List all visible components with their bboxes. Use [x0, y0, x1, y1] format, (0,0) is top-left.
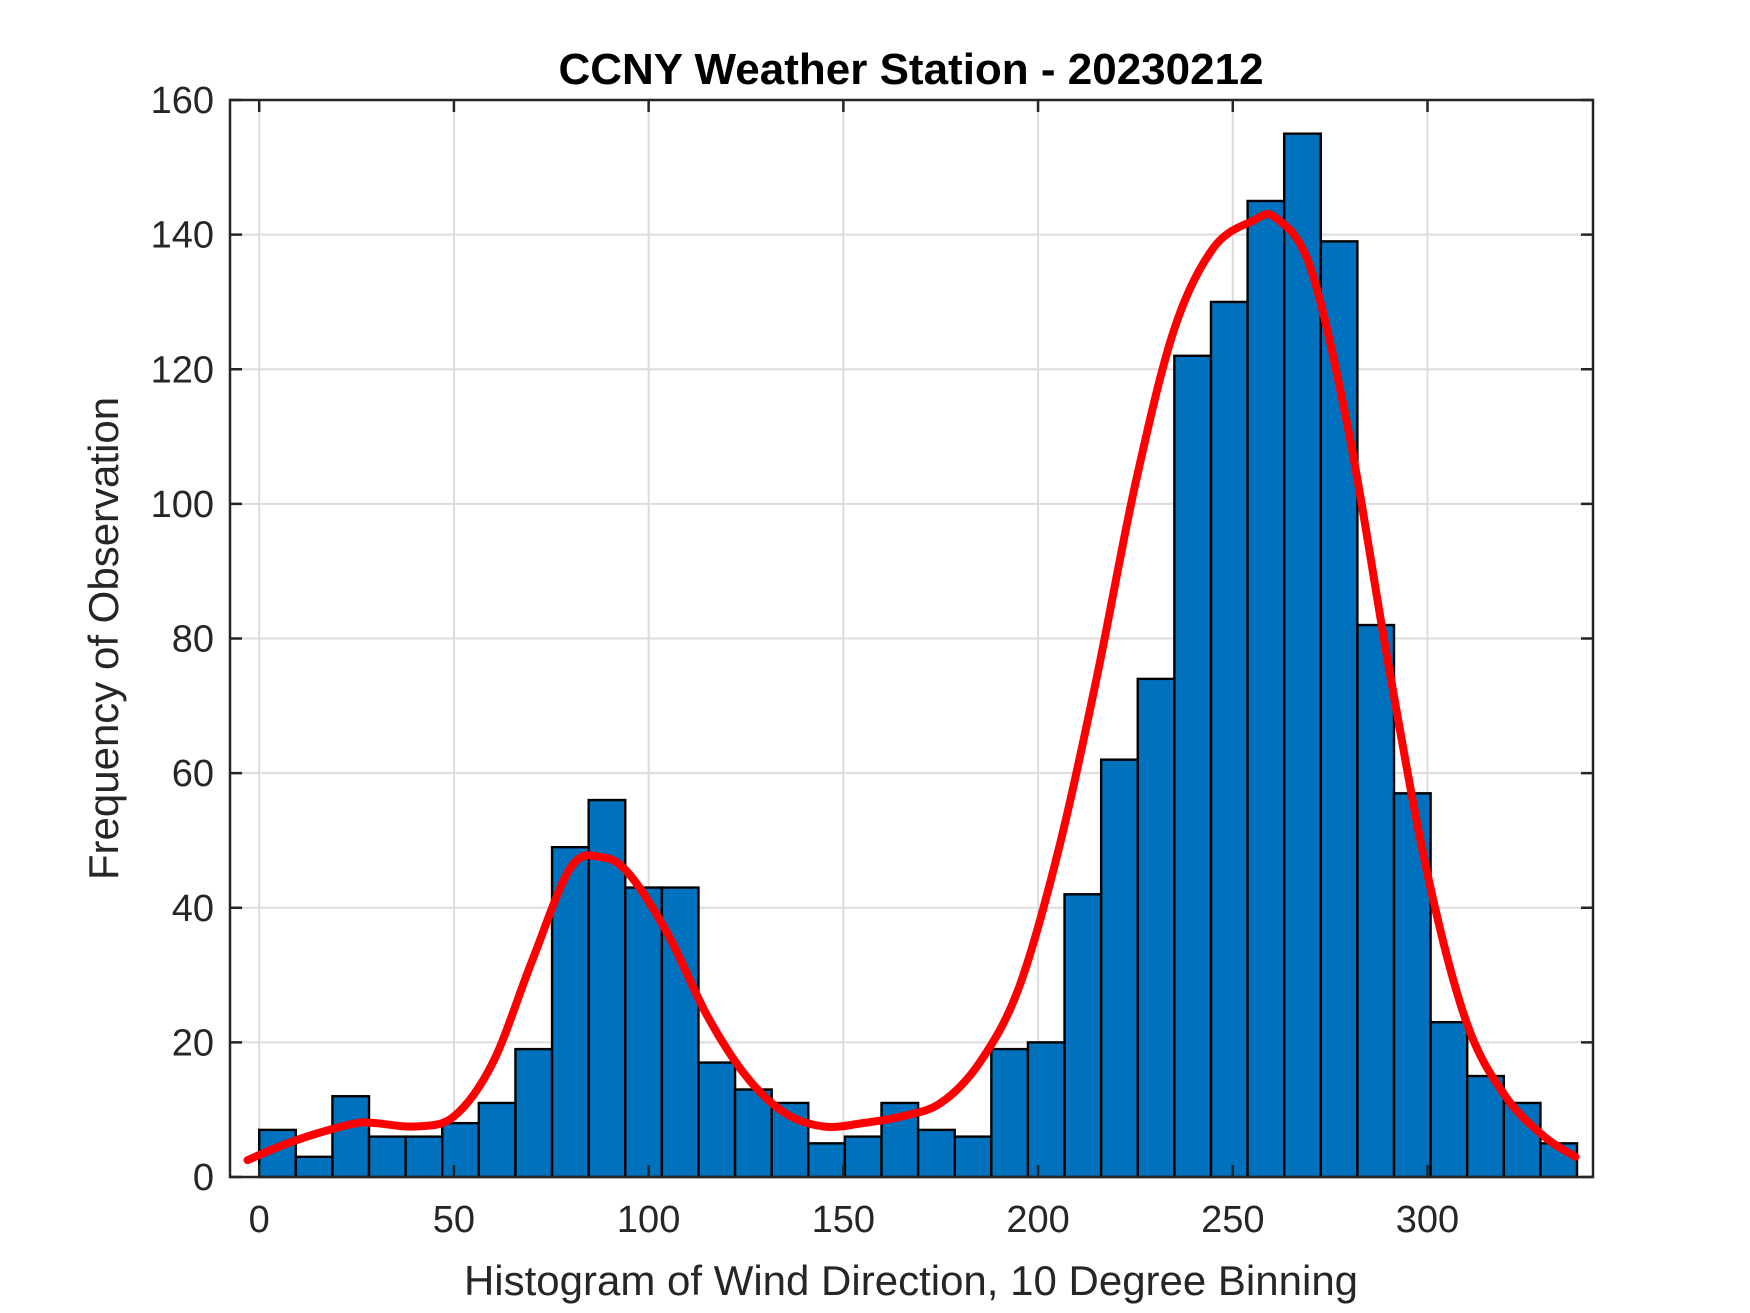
histogram-bar — [1173, 354, 1213, 1179]
fit-curve-group — [243, 210, 1580, 1165]
histogram-bar — [990, 1047, 1030, 1179]
histogram-bar — [807, 1142, 847, 1179]
x-tick-label: 0 — [249, 1199, 270, 1241]
y-tick-label: 40 — [172, 888, 214, 930]
histogram-bar — [367, 1135, 407, 1179]
histogram-bars — [258, 132, 1579, 1179]
fit-curve — [243, 210, 1580, 1165]
y-tick-label: 160 — [151, 80, 214, 122]
histogram-bar — [1136, 677, 1176, 1179]
histogram-bar — [697, 1061, 737, 1179]
histogram-bar — [404, 1135, 444, 1179]
histogram-bar — [294, 1155, 334, 1179]
x-tick-label: 250 — [1201, 1199, 1264, 1241]
y-axis-label: Frequency of Observation — [80, 397, 127, 880]
histogram-bar — [1063, 893, 1103, 1179]
y-tick-label: 20 — [172, 1022, 214, 1064]
chart-title: CCNY Weather Station - 20230212 — [558, 45, 1263, 94]
y-tick-label: 120 — [151, 349, 214, 391]
x-tick-label: 200 — [1006, 1199, 1069, 1241]
tick-labels: 0 50 100 150 200 250 300 0 20 40 60 80 100 120 140 160 — [151, 80, 1460, 1241]
histogram-bar — [953, 1135, 993, 1179]
histogram-bar — [1466, 1074, 1506, 1179]
histogram-bar — [624, 886, 664, 1179]
x-axis-label: Histogram of Wind Direction, 10 Degree B… — [464, 1257, 1358, 1304]
histogram-bar — [477, 1101, 517, 1179]
x-tick-label: 150 — [812, 1199, 875, 1241]
histogram-bar — [1429, 1020, 1469, 1179]
histogram-bar — [1209, 300, 1249, 1179]
histogram-bar — [514, 1047, 554, 1179]
histogram-bar — [1099, 758, 1139, 1179]
histogram-bar — [1246, 199, 1286, 1179]
x-tick-label: 50 — [433, 1199, 475, 1241]
y-tick-label: 60 — [172, 753, 214, 795]
y-tick-label: 80 — [172, 619, 214, 661]
x-tick-label: 300 — [1396, 1199, 1459, 1241]
histogram-bar — [331, 1095, 371, 1179]
histogram-bar — [1356, 623, 1396, 1179]
histogram-bar — [1026, 1041, 1066, 1179]
histogram-bar — [441, 1121, 481, 1179]
tick-marks — [230, 98, 1593, 1179]
y-tick-label: 100 — [151, 484, 214, 526]
histogram-bar — [916, 1128, 956, 1179]
y-tick-label: 140 — [151, 215, 214, 257]
histogram-bar — [843, 1135, 883, 1179]
y-tick-label: 0 — [193, 1157, 214, 1199]
x-tick-label: 100 — [617, 1199, 680, 1241]
